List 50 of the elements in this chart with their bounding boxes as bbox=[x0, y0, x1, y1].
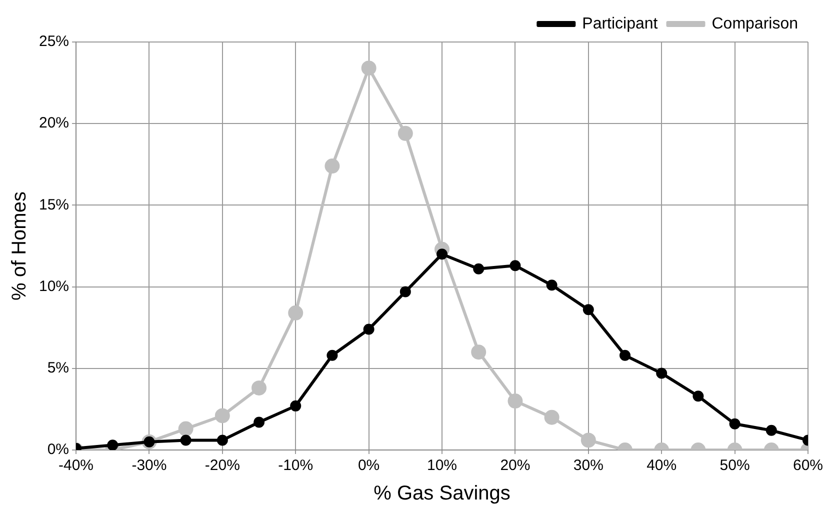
point bbox=[254, 416, 265, 428]
x-tick-label: -20% bbox=[204, 457, 240, 474]
point bbox=[363, 324, 374, 335]
x-tick-label: 10% bbox=[426, 457, 458, 474]
point bbox=[288, 305, 304, 320]
point bbox=[398, 126, 413, 141]
x-axis-title: % Gas Savings bbox=[374, 482, 510, 505]
point bbox=[180, 434, 192, 446]
x-tick-label: 60% bbox=[792, 457, 824, 474]
point bbox=[324, 158, 340, 174]
y-tick-label: 10% bbox=[38, 278, 70, 295]
x-tick-label: 20% bbox=[500, 457, 530, 474]
point bbox=[656, 368, 668, 379]
y-axis-title: % of Homes bbox=[8, 192, 31, 300]
point bbox=[178, 421, 194, 436]
y-tick-label: 15% bbox=[38, 196, 70, 214]
legend-label: Comparison bbox=[712, 15, 798, 32]
point bbox=[620, 350, 631, 361]
point bbox=[729, 418, 740, 430]
x-tick-label: 50% bbox=[720, 457, 750, 474]
point bbox=[361, 60, 376, 76]
point bbox=[326, 350, 338, 361]
point bbox=[436, 248, 448, 260]
y-tick-label: 5% bbox=[47, 360, 70, 377]
point bbox=[766, 424, 777, 436]
point bbox=[471, 344, 486, 360]
y-tick-label: 25% bbox=[38, 33, 70, 50]
point bbox=[216, 434, 228, 446]
point bbox=[508, 394, 523, 409]
point bbox=[692, 390, 704, 402]
x-tick-label: 30% bbox=[573, 457, 604, 474]
x-tick-label: 40% bbox=[646, 457, 677, 474]
y-tick-label: 0% bbox=[47, 441, 70, 458]
point bbox=[290, 400, 302, 412]
x-tick-label: -40% bbox=[58, 457, 94, 474]
point bbox=[400, 286, 411, 298]
point bbox=[214, 408, 230, 424]
point bbox=[580, 432, 596, 448]
y-tick-label: 20% bbox=[38, 114, 70, 132]
point bbox=[473, 263, 484, 274]
point bbox=[544, 410, 560, 425]
point bbox=[107, 440, 118, 450]
x-tick-label: -30% bbox=[132, 457, 167, 474]
point bbox=[252, 380, 267, 396]
x-tick-label: -10% bbox=[278, 457, 314, 474]
x-tick-label: 0% bbox=[358, 457, 380, 474]
point bbox=[582, 304, 594, 316]
point bbox=[510, 260, 521, 272]
point bbox=[546, 280, 558, 291]
legend-label: Participant bbox=[582, 15, 658, 32]
